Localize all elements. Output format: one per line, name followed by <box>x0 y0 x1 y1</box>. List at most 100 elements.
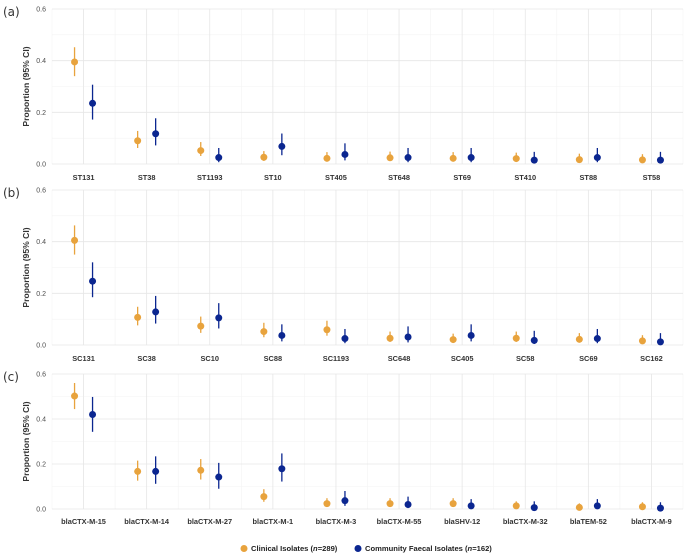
data-point <box>656 504 664 512</box>
data-point <box>89 277 97 285</box>
data-point <box>197 466 205 474</box>
data-point <box>575 503 583 511</box>
data-point <box>71 58 79 66</box>
data-point <box>323 154 331 162</box>
data-point <box>656 156 664 164</box>
x-category-label: SC405 <box>451 354 474 363</box>
data-point <box>530 504 538 512</box>
legend-marker <box>354 545 362 552</box>
data-point <box>278 331 286 339</box>
x-category-label: ST58 <box>643 173 661 182</box>
data-point <box>575 156 583 164</box>
x-category-label: SC38 <box>137 354 156 363</box>
x-category-label: SC648 <box>388 354 411 363</box>
data-point <box>341 497 349 505</box>
data-point <box>638 156 646 164</box>
x-category-label: blaCTX-M-9 <box>631 517 672 526</box>
data-point <box>467 331 475 339</box>
data-point <box>260 493 268 501</box>
data-point <box>152 467 160 475</box>
y-tick-label: 0.0 <box>36 343 46 350</box>
x-category-label: ST648 <box>388 173 410 182</box>
y-axis-title: Proportion (95% CI) <box>21 227 31 307</box>
x-category-label: ST405 <box>325 173 347 182</box>
x-category-label: ST10 <box>264 173 282 182</box>
x-category-label: SC131 <box>72 354 95 363</box>
x-category-label: blaCTX-M-1 <box>253 517 294 526</box>
chart-panel-1: 0.0 0.2 0.4 0.6 (a) Proportion (95% CI) ST131 S… <box>3 5 684 182</box>
x-category-label: SC69 <box>579 354 598 363</box>
x-category-label: ST38 <box>138 173 156 182</box>
data-point <box>215 314 223 322</box>
x-category-label: ST410 <box>514 173 536 182</box>
data-point <box>386 154 394 162</box>
x-category-label: SC58 <box>516 354 535 363</box>
chart-panel-3: 0.0 0.2 0.4 0.6 (c) Proportion (95% CI) blaCTX… <box>3 370 684 526</box>
data-point <box>323 500 331 508</box>
data-point <box>593 335 601 343</box>
data-point <box>278 142 286 150</box>
y-tick-label: 0.4 <box>36 239 46 246</box>
x-category-label: ST131 <box>73 173 95 182</box>
data-point <box>404 501 412 508</box>
x-category-label: blaCTX-M-14 <box>124 517 170 526</box>
data-point <box>197 322 205 330</box>
data-point <box>593 502 601 510</box>
y-tick-label: 0.4 <box>36 58 46 65</box>
data-point <box>386 500 394 508</box>
data-point <box>278 465 286 473</box>
data-point <box>512 502 520 510</box>
data-point <box>134 137 142 145</box>
data-point <box>215 154 223 162</box>
x-category-label: ST88 <box>580 173 598 182</box>
data-point <box>323 326 331 334</box>
data-point <box>404 154 412 162</box>
y-tick-label: 0.2 <box>36 291 46 298</box>
y-tick-label: 0.2 <box>36 462 46 469</box>
data-point <box>656 338 664 346</box>
panel-label: (a) <box>3 5 20 19</box>
panel-label: (b) <box>3 186 20 200</box>
data-point <box>341 335 349 343</box>
data-point <box>134 313 142 321</box>
data-point <box>449 500 457 508</box>
data-point <box>575 335 583 343</box>
x-category-label: blaCTX-M-15 <box>61 517 106 526</box>
legend-marker <box>240 545 248 552</box>
data-point <box>530 336 538 344</box>
data-point <box>512 334 520 342</box>
data-point <box>467 502 475 510</box>
data-point <box>152 130 160 138</box>
data-point <box>386 334 394 342</box>
x-category-label: blaCTX-M-32 <box>503 517 548 526</box>
data-point <box>404 333 412 341</box>
legend-label: Community Faecal Isolates (n=162) <box>365 544 492 553</box>
data-point <box>152 308 160 316</box>
data-point <box>449 154 457 162</box>
y-axis-title: Proportion (95% CI) <box>21 46 31 126</box>
data-point <box>467 154 475 162</box>
y-tick-label: 0.4 <box>36 417 46 424</box>
chart-panel-2: 0.0 0.2 0.4 0.6 (b) Proportion (95% CI) SC131 S… <box>3 186 684 363</box>
x-category-label: SC88 <box>264 354 283 363</box>
data-point <box>530 156 538 164</box>
data-point <box>449 336 457 344</box>
data-point <box>71 236 79 244</box>
legend: Clinical Isolates (n=289) Community Faeca… <box>240 544 492 553</box>
y-tick-label: 0.2 <box>36 110 46 117</box>
data-point <box>134 467 142 475</box>
x-category-label: blaTEM-52 <box>570 517 607 526</box>
y-tick-label: 0.6 <box>36 188 46 195</box>
x-category-label: blaSHV-12 <box>444 517 480 526</box>
x-category-label: ST69 <box>453 173 471 182</box>
data-point <box>638 503 646 511</box>
data-point <box>512 155 520 163</box>
data-point <box>89 99 97 107</box>
x-category-label: blaCTX-M-3 <box>316 517 357 526</box>
y-tick-label: 0.0 <box>36 507 46 514</box>
data-point <box>215 473 223 481</box>
data-point <box>638 337 646 345</box>
y-tick-label: 0.6 <box>36 372 46 379</box>
x-category-label: ST1193 <box>197 173 222 182</box>
